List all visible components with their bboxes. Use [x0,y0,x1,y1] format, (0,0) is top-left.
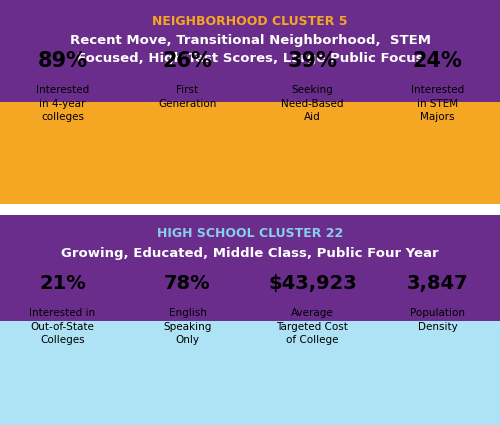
Text: 89%: 89% [38,51,88,71]
Text: 3,847: 3,847 [406,274,469,293]
Text: Seeking
Need-Based
Aid: Seeking Need-Based Aid [281,85,344,122]
FancyBboxPatch shape [0,0,500,206]
Text: $43,923: $43,923 [268,274,357,293]
Text: First
Generation: First Generation [158,85,216,109]
Text: 39%: 39% [288,51,338,71]
FancyBboxPatch shape [0,204,500,215]
Text: 24%: 24% [412,51,463,71]
Text: Recent Move, Transitional Neighborhood,  STEM
Focused, High Test Scores, Large P: Recent Move, Transitional Neighborhood, … [70,34,430,65]
Text: NEIGHBORHOOD CLUSTER 5: NEIGHBORHOOD CLUSTER 5 [152,15,348,28]
Text: Interested
in 4-year
colleges: Interested in 4-year colleges [36,85,89,122]
Text: 26%: 26% [162,51,212,71]
Text: HIGH SCHOOL CLUSTER 22: HIGH SCHOOL CLUSTER 22 [157,227,343,241]
Text: English
Speaking
Only: English Speaking Only [164,308,212,346]
FancyBboxPatch shape [0,321,500,425]
Text: Growing, Educated, Middle Class, Public Four Year: Growing, Educated, Middle Class, Public … [61,246,439,260]
Text: Population
Density: Population Density [410,308,465,332]
Text: 21%: 21% [39,274,86,293]
Text: Interested in
Out-of-State
Colleges: Interested in Out-of-State Colleges [30,308,96,346]
Text: Average
Targeted Cost
of College: Average Targeted Cost of College [276,308,348,346]
FancyBboxPatch shape [0,215,500,323]
Text: 78%: 78% [164,274,211,293]
Text: Interested
in STEM
Majors: Interested in STEM Majors [411,85,464,122]
FancyBboxPatch shape [0,102,500,206]
